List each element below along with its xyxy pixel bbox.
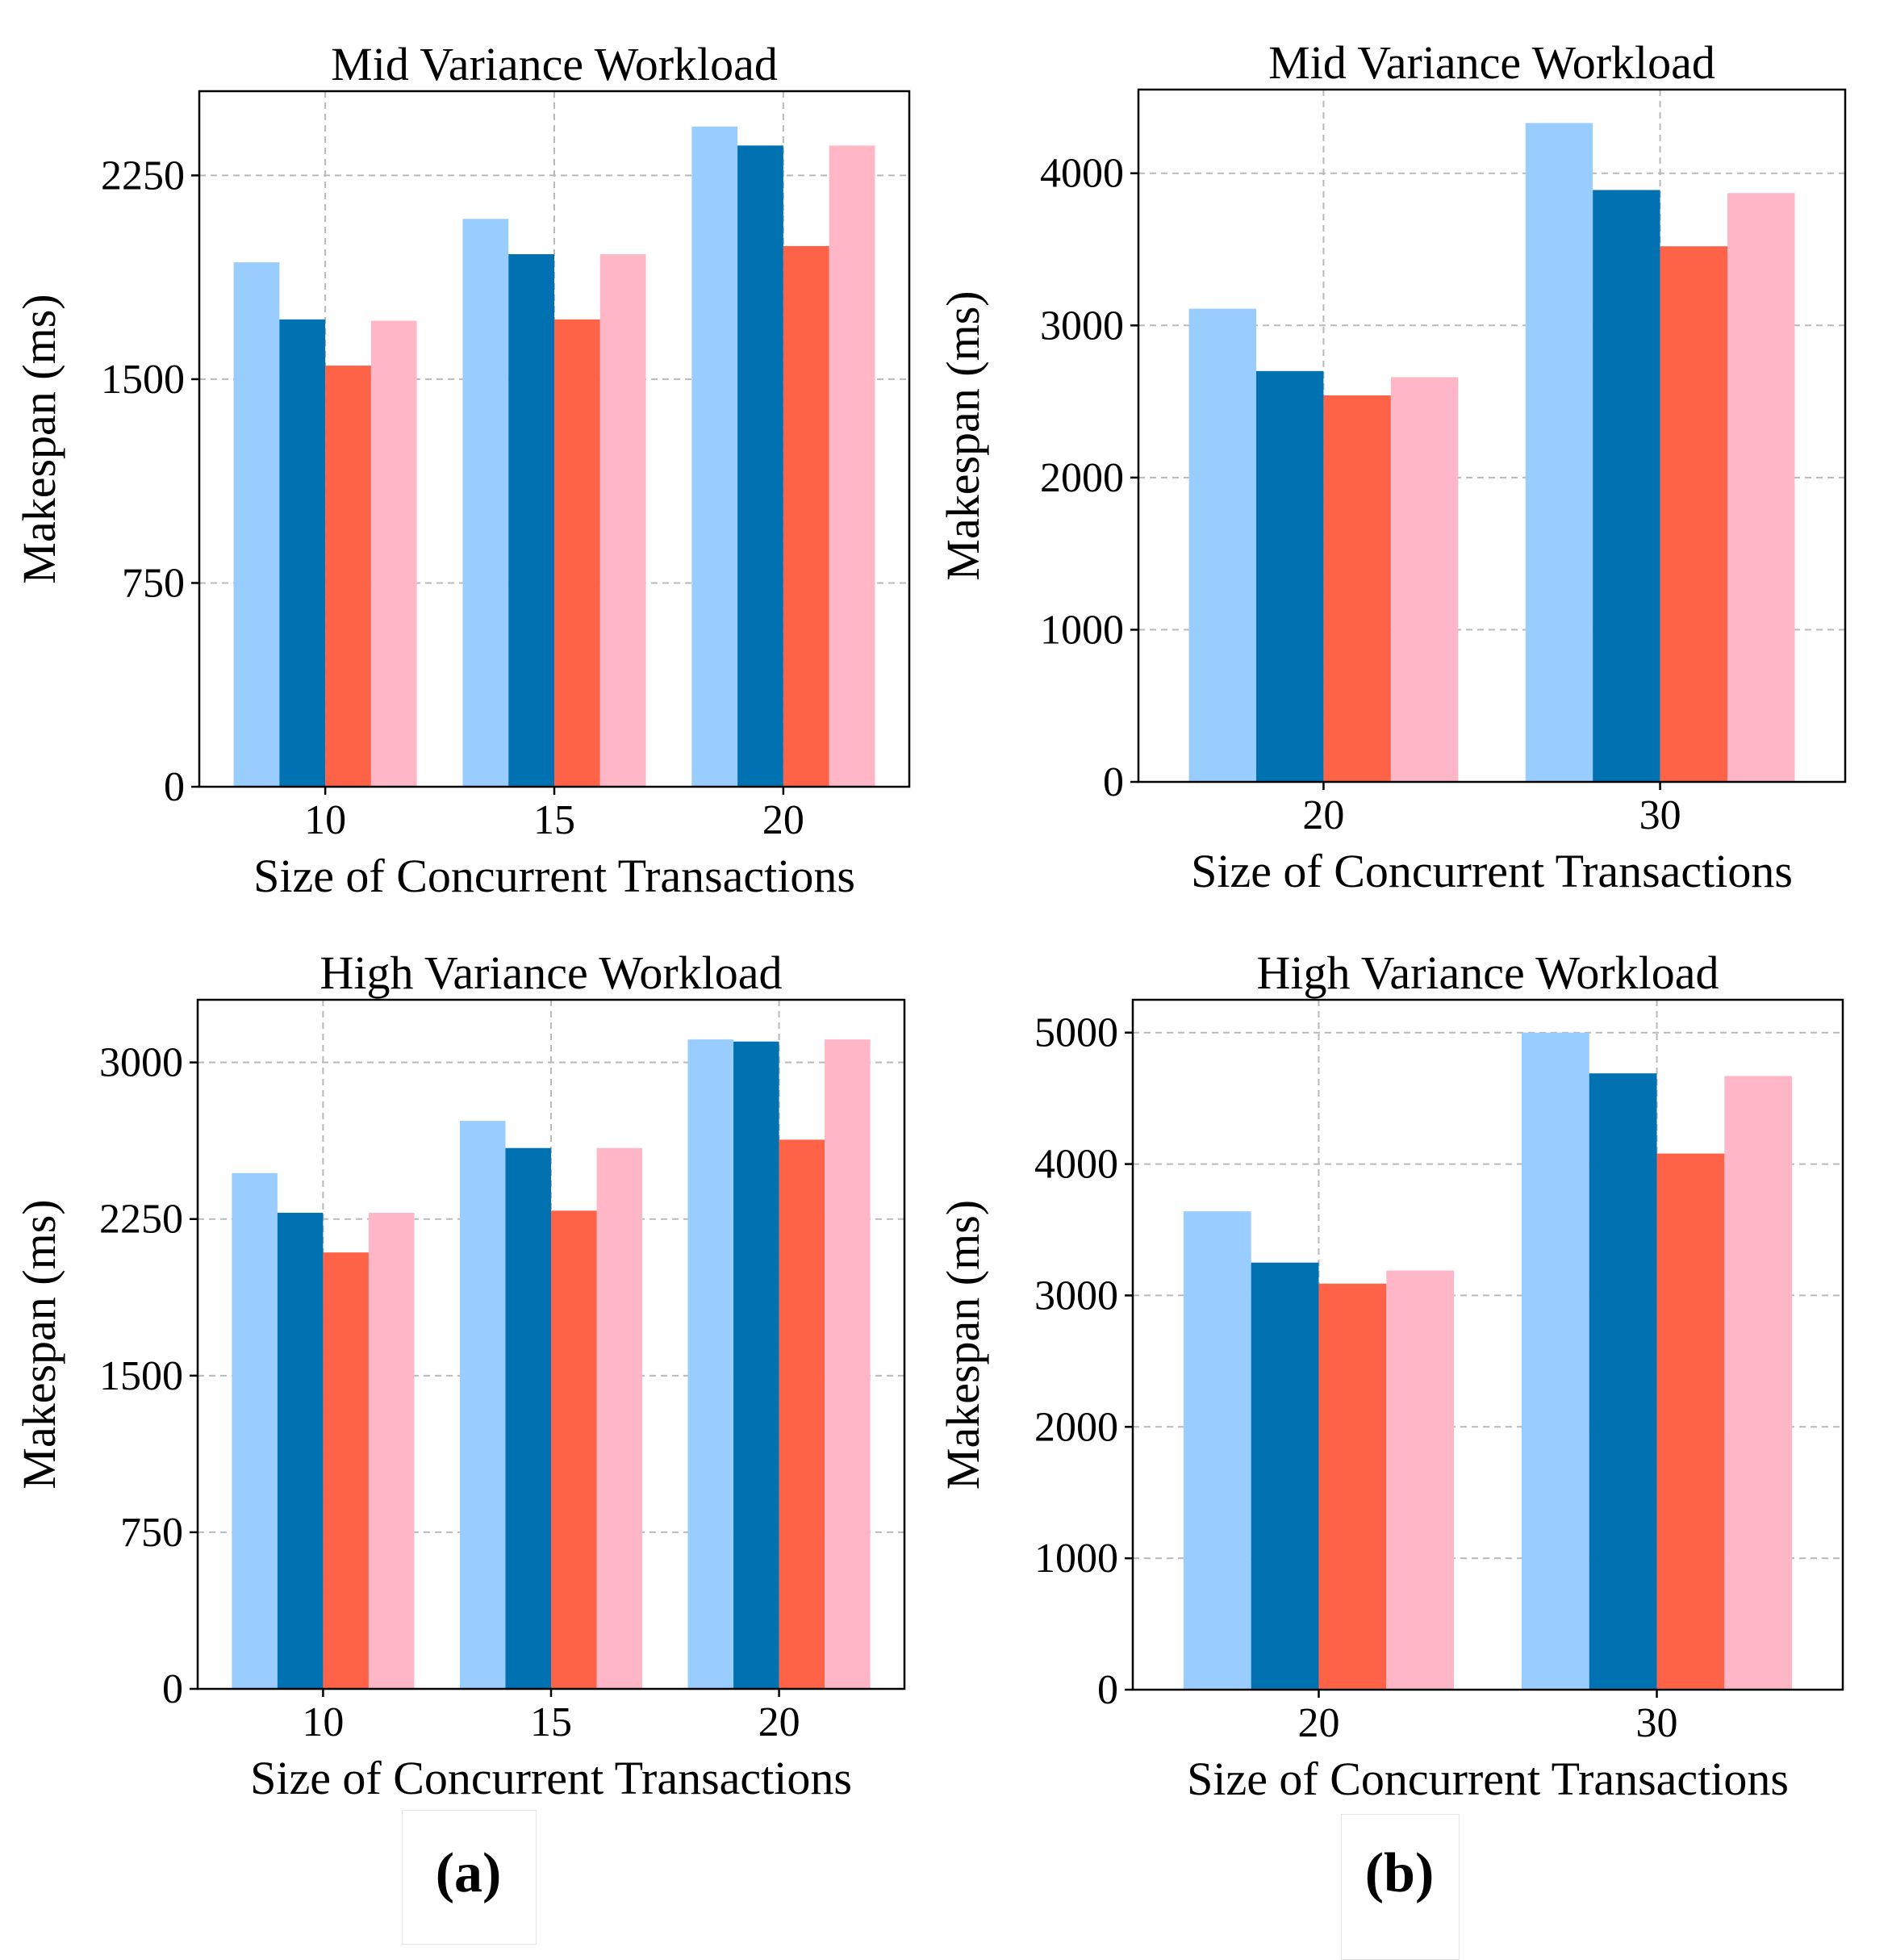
bar-30-series-2 (1589, 1073, 1657, 1690)
bar-20-series-1 (691, 126, 738, 787)
plot-frame (1131, 998, 1844, 1691)
y-tick-label: 2000 (1034, 1404, 1118, 1450)
y-axis-label: Makespan (ms) (940, 1200, 989, 1490)
x-tick-label: 20 (762, 797, 804, 843)
x-axis-label: Size of Concurrent Transactions (1187, 1753, 1789, 1805)
y-tick-label: 2000 (1040, 455, 1124, 501)
caption-b-box (1341, 1814, 1460, 1960)
caption-a: (a) (435, 1842, 502, 1904)
chart-title: High Variance Workload (320, 947, 782, 999)
chart-panel-a-top: 0 750 1500 2250 10 15 20 Mid Variance Workload S… (16, 31, 920, 905)
bar-10-series-4 (368, 1212, 415, 1689)
bar-20-series-3 (1323, 395, 1391, 782)
x-tick-label: 20 (1297, 1700, 1339, 1746)
bar-10-series-4 (370, 320, 417, 787)
y-tick-label: 4000 (1040, 151, 1124, 197)
bar-15-series-1 (459, 1121, 506, 1689)
x-tick-label: 20 (1302, 792, 1344, 838)
x-tick-label: 30 (1636, 1700, 1678, 1746)
chart-title: Mid Variance Workload (331, 38, 778, 90)
bar-20-series-1 (687, 1039, 734, 1689)
bar-20-series-3 (783, 245, 829, 787)
bar-20-series-3 (779, 1139, 825, 1689)
bar-15-series-2 (505, 1147, 551, 1689)
chart-b-high-variance: 0 1000 2000 3000 4000 5000 20 30 High Variance W… (940, 947, 1844, 1805)
bar-30-series-4 (1727, 193, 1795, 782)
bar-20-series-2 (1256, 370, 1324, 782)
x-tick-label: 15 (530, 1699, 572, 1745)
y-axis-label: Makespan (ms) (16, 294, 65, 583)
bar-10-series-3 (325, 366, 371, 787)
bar-10-series-1 (233, 262, 280, 787)
bar-15-series-1 (462, 219, 509, 787)
bar-20-series-2 (1251, 1262, 1319, 1690)
bar-20-series-4 (829, 145, 875, 787)
y-tick-label: 1500 (101, 357, 185, 403)
y-tick-label: 750 (120, 1510, 183, 1556)
bar-30-series-2 (1593, 190, 1660, 782)
y-tick-label: 3000 (99, 1040, 183, 1086)
y-tick-label: 0 (164, 764, 185, 810)
bar-20-series-4 (1390, 377, 1459, 782)
y-axis-label: Makespan (ms) (940, 290, 989, 580)
bar-15-series-3 (551, 1210, 597, 1689)
caption-b: (b) (1364, 1842, 1435, 1904)
chart-panel-b-bottom: 0 1000 2000 3000 4000 5000 20 30 High Variance W… (940, 938, 1856, 1812)
y-tick-label: 0 (162, 1666, 183, 1712)
chart-title: High Variance Workload (1256, 947, 1719, 999)
y-tick-label: 2250 (99, 1197, 183, 1243)
bar-15-series-3 (554, 319, 600, 787)
chart-b-mid-variance: 0 1000 2000 3000 4000 20 30 Mid Variance Worklo… (940, 36, 1847, 897)
bar-30-series-1 (1521, 1032, 1589, 1690)
y-tick-label: 1000 (1034, 1536, 1118, 1582)
x-tick-label: 10 (302, 1699, 344, 1745)
chart-panel-b-top: 0 1000 2000 3000 4000 20 30 Mid Variance Worklo… (940, 31, 1856, 905)
y-tick-label: 750 (122, 560, 185, 606)
bar-20-series-4 (825, 1039, 871, 1689)
x-tick-label: 30 (1639, 792, 1681, 838)
chart-a-mid-variance: 0 750 1500 2250 10 15 20 Mid Variance Workload S… (16, 38, 911, 902)
bar-30-series-3 (1660, 246, 1727, 782)
x-tick-label: 15 (533, 797, 575, 843)
y-tick-label: 4000 (1034, 1142, 1118, 1188)
x-axis-label: Size of Concurrent Transactions (253, 850, 855, 902)
y-tick-label: 0 (1103, 759, 1124, 805)
x-tick-label: 20 (758, 1699, 800, 1745)
bar-20-series-1 (1183, 1211, 1251, 1690)
caption-a-box (402, 1810, 537, 1945)
x-tick-label: 10 (304, 797, 346, 843)
bar-20-series-1 (1188, 308, 1256, 782)
y-tick-label: 3000 (1034, 1273, 1118, 1319)
bar-20-series-4 (1386, 1270, 1455, 1690)
chart-title: Mid Variance Workload (1268, 36, 1715, 89)
bar-20-series-2 (737, 145, 783, 787)
y-tick-label: 2250 (101, 153, 185, 199)
y-tick-label: 3000 (1040, 303, 1124, 349)
chart-panel-a-bottom: 0 750 1500 2250 3000 10 15 20 High Variance Work… (16, 938, 920, 1812)
bar-20-series-2 (733, 1041, 779, 1689)
y-tick-label: 0 (1097, 1667, 1118, 1713)
x-axis-label: Size of Concurrent Transactions (250, 1752, 852, 1804)
bar-10-series-2 (277, 1212, 324, 1689)
bar-30-series-1 (1525, 123, 1593, 782)
plot-frame (1137, 88, 1847, 784)
bar-10-series-3 (323, 1252, 369, 1689)
y-axis-label: Makespan (ms) (16, 1199, 65, 1489)
x-axis-label: Size of Concurrent Transactions (1191, 845, 1793, 897)
bar-10-series-1 (232, 1172, 278, 1689)
bar-15-series-4 (596, 1147, 643, 1689)
bar-15-series-2 (508, 254, 554, 787)
y-tick-label: 1000 (1040, 607, 1124, 653)
y-tick-label: 1500 (99, 1353, 183, 1399)
bar-30-series-4 (1724, 1076, 1793, 1690)
bar-30-series-3 (1656, 1153, 1725, 1690)
bar-20-series-3 (1318, 1283, 1387, 1690)
bar-15-series-4 (599, 254, 646, 787)
chart-a-high-variance: 0 750 1500 2250 3000 10 15 20 High Variance Work… (16, 947, 906, 1804)
y-tick-label: 5000 (1034, 1010, 1118, 1056)
bar-10-series-2 (279, 319, 326, 787)
